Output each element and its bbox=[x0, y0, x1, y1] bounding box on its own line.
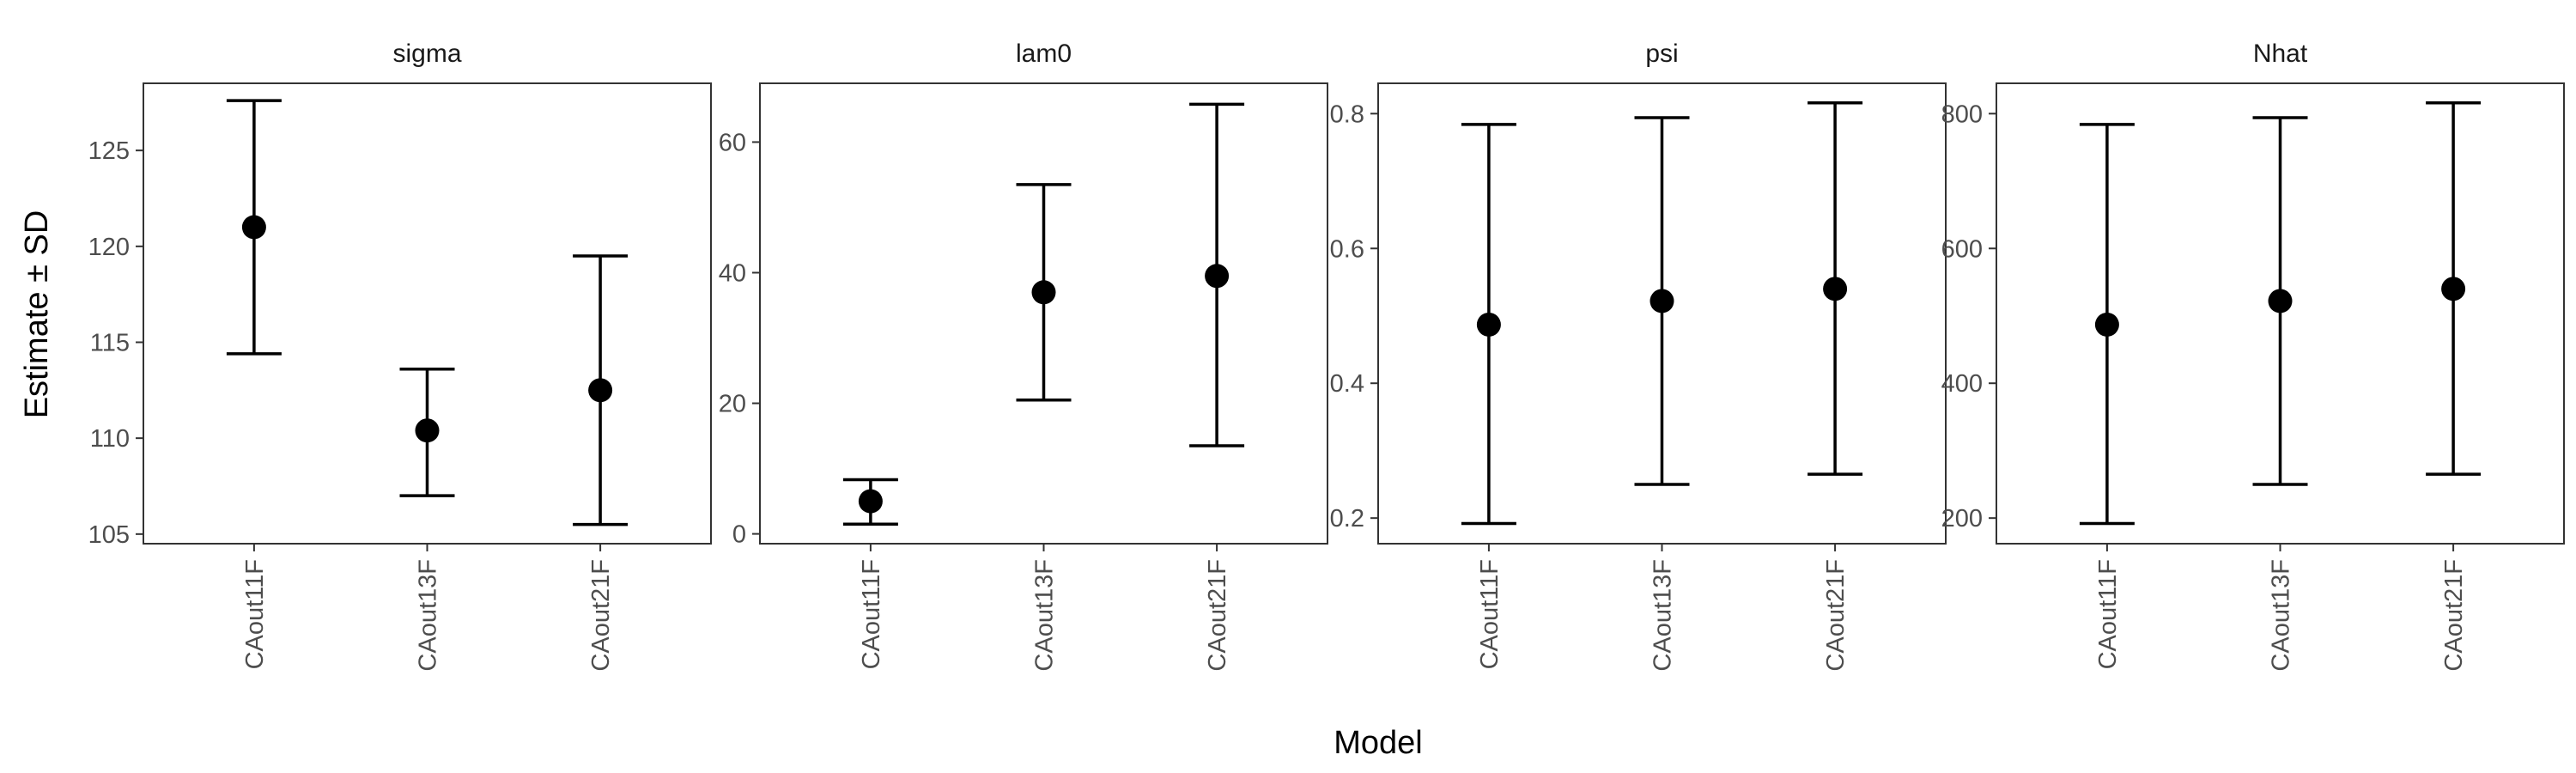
panel-title: psi bbox=[1645, 40, 1678, 68]
y-tick-label: 60 bbox=[719, 129, 746, 156]
panel-psi: psi 0.2 0.4 0.6 0.8 CAout11F CAout13F CAout21F bbox=[1330, 40, 1947, 672]
y-tick-label: 0.8 bbox=[1330, 100, 1364, 128]
x-tick-label: CAout21F bbox=[1822, 559, 1850, 672]
y-tick-label: 40 bbox=[719, 259, 746, 287]
x-tick-label: CAout13F bbox=[2268, 559, 2295, 672]
x-tick-label: CAout11F bbox=[2094, 559, 2122, 669]
estimate-point-CAout13F bbox=[415, 418, 440, 443]
estimate-point-CAout11F bbox=[1476, 312, 1501, 337]
y-tick-label: 20 bbox=[719, 391, 746, 418]
x-axis-title: Model bbox=[1334, 725, 1423, 761]
y-tick-label: 0.2 bbox=[1330, 505, 1364, 533]
estimate-point-CAout21F bbox=[1205, 264, 1230, 289]
x-tick-label: CAout11F bbox=[241, 559, 269, 669]
panel-Nhat: Nhat 200 400 600 800 CAout11F CAout13F CAout21F bbox=[1941, 40, 2565, 672]
estimate-point-CAout11F bbox=[2094, 312, 2119, 337]
panel-title: Nhat bbox=[2253, 40, 2308, 68]
x-tick-label: CAout21F bbox=[1204, 559, 1231, 672]
y-tick-label: 200 bbox=[1941, 505, 1983, 533]
panel-title: lam0 bbox=[1016, 40, 1072, 68]
estimate-point-CAout13F bbox=[2268, 289, 2293, 313]
estimate-point-CAout21F bbox=[2441, 277, 2466, 301]
estimate-point-CAout21F bbox=[588, 378, 613, 403]
x-tick-label: CAout13F bbox=[415, 559, 442, 672]
chart-panels: sigma 105 110 115 120 125 CAout11F CAout13F CAou… bbox=[88, 40, 2565, 672]
x-tick-label: CAout13F bbox=[1031, 559, 1059, 672]
estimate-point-CAout13F bbox=[1649, 289, 1674, 313]
estimate-point-CAout13F bbox=[1031, 280, 1056, 305]
y-tick-label: 0 bbox=[732, 521, 746, 549]
panel-title: sigma bbox=[392, 40, 461, 68]
estimate-point-CAout11F bbox=[858, 489, 883, 514]
y-tick-label: 600 bbox=[1941, 235, 1983, 263]
x-tick-label: CAout21F bbox=[587, 559, 615, 672]
x-tick-label: CAout21F bbox=[2440, 559, 2468, 672]
y-axis-title: Estimate ± SD bbox=[19, 210, 55, 419]
estimate-point-CAout21F bbox=[1823, 277, 1848, 301]
panel-lam0: lam0 0 20 40 60 CAout11F CAout13F CAout21F bbox=[719, 40, 1328, 672]
x-tick-label: CAout13F bbox=[1649, 559, 1677, 672]
y-tick-label: 120 bbox=[88, 234, 130, 261]
y-tick-label: 800 bbox=[1941, 100, 1983, 128]
y-tick-label: 125 bbox=[88, 137, 130, 165]
y-tick-label: 110 bbox=[90, 425, 130, 453]
y-tick-label: 0.4 bbox=[1330, 370, 1364, 398]
y-tick-label: 0.6 bbox=[1330, 235, 1364, 263]
y-tick-label: 105 bbox=[88, 521, 130, 549]
y-tick-label: 400 bbox=[1941, 370, 1983, 398]
y-tick-label: 115 bbox=[90, 330, 130, 357]
x-tick-label: CAout11F bbox=[858, 559, 885, 669]
panel-sigma: sigma 105 110 115 120 125 CAout11F CAout13F CAou… bbox=[88, 40, 712, 672]
x-tick-label: CAout11F bbox=[1476, 559, 1504, 669]
estimate-point-CAout11F bbox=[241, 215, 266, 240]
